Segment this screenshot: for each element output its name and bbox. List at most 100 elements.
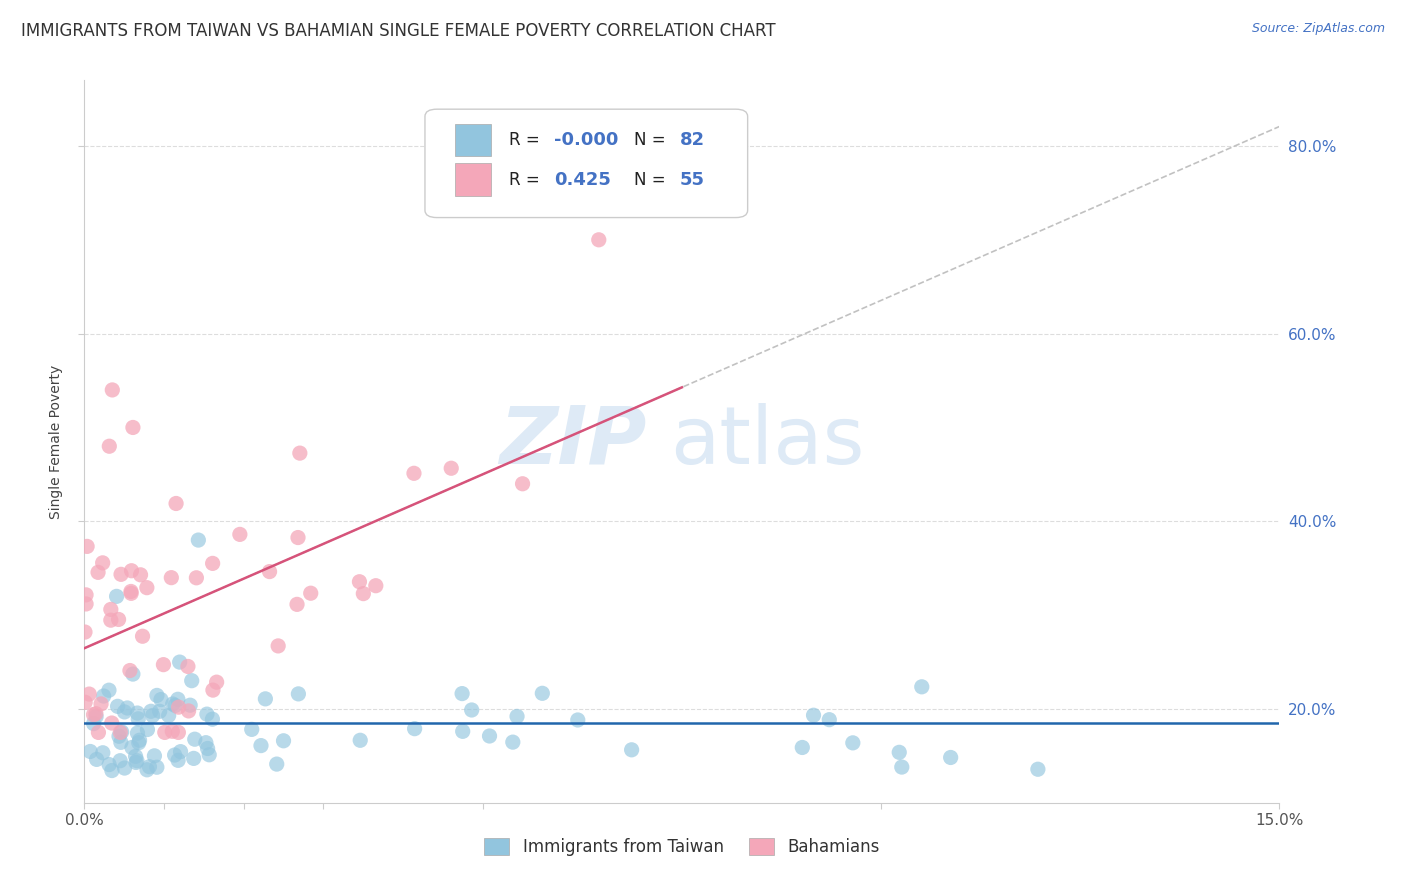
Point <box>502 735 524 749</box>
Point <box>110 567 132 582</box>
Point <box>110 735 132 749</box>
Point <box>186 571 208 585</box>
Point <box>77 687 100 701</box>
Point <box>402 467 425 481</box>
Text: 82: 82 <box>679 131 704 149</box>
Point <box>136 723 159 737</box>
Point <box>167 753 190 767</box>
Point <box>512 476 534 491</box>
Point <box>101 383 124 397</box>
FancyBboxPatch shape <box>456 124 491 156</box>
Point <box>146 760 169 774</box>
Point <box>198 747 221 762</box>
Point <box>117 701 139 715</box>
Point <box>135 581 157 595</box>
Point <box>240 723 263 737</box>
Point <box>84 706 107 721</box>
Point <box>128 733 150 747</box>
Point <box>201 683 224 698</box>
Point <box>142 708 165 723</box>
Point <box>131 629 153 643</box>
Text: R =: R = <box>509 170 550 188</box>
Point <box>273 733 295 747</box>
Point <box>98 757 121 772</box>
Point <box>87 566 110 580</box>
Point <box>90 697 112 711</box>
Point <box>87 725 110 739</box>
Point <box>349 574 371 589</box>
Point <box>152 657 174 672</box>
Point <box>100 613 122 627</box>
Text: 55: 55 <box>679 170 704 188</box>
Point <box>229 527 252 541</box>
FancyBboxPatch shape <box>456 163 491 196</box>
Point <box>149 704 172 718</box>
Point <box>177 704 200 718</box>
Text: N =: N = <box>634 170 671 188</box>
Point <box>107 699 129 714</box>
Point <box>127 712 149 726</box>
Point <box>127 706 149 720</box>
Point <box>100 602 122 616</box>
Point <box>86 752 108 766</box>
Point <box>506 709 529 723</box>
Point <box>165 698 187 713</box>
Point <box>83 707 105 722</box>
Point <box>440 461 463 475</box>
Point <box>460 703 482 717</box>
Point <box>146 689 169 703</box>
Point <box>451 724 474 739</box>
Point <box>179 698 201 713</box>
Point <box>75 695 97 709</box>
Point <box>163 747 186 762</box>
Point <box>299 586 322 600</box>
Point <box>100 716 122 731</box>
Point <box>75 588 97 602</box>
Point <box>287 531 309 545</box>
Point <box>84 709 107 723</box>
Point <box>143 748 166 763</box>
Point <box>792 740 814 755</box>
Point <box>404 722 426 736</box>
Point <box>287 687 309 701</box>
Point <box>266 757 288 772</box>
Point <box>180 673 202 688</box>
Point <box>451 687 474 701</box>
Point <box>288 446 311 460</box>
Point <box>75 597 97 611</box>
Point <box>165 496 187 510</box>
Point <box>803 708 825 723</box>
Point <box>889 745 911 759</box>
Point <box>139 704 162 718</box>
Point <box>111 725 134 739</box>
Point <box>205 675 228 690</box>
Point <box>195 707 218 722</box>
Point <box>169 745 191 759</box>
Legend: Immigrants from Taiwan, Bahamians: Immigrants from Taiwan, Bahamians <box>478 831 886 863</box>
Point <box>162 697 184 711</box>
Point <box>110 725 132 739</box>
Point <box>890 760 912 774</box>
Point <box>91 556 114 570</box>
Point <box>76 540 98 554</box>
Point <box>129 567 152 582</box>
Point <box>124 749 146 764</box>
Point <box>79 744 101 758</box>
Point <box>122 667 145 681</box>
Point <box>120 586 142 600</box>
Point <box>567 713 589 727</box>
Point <box>136 763 159 777</box>
Point <box>588 233 610 247</box>
Point <box>73 625 96 640</box>
Point <box>187 533 209 547</box>
Point <box>184 732 207 747</box>
Point <box>167 700 190 714</box>
Point <box>169 655 191 669</box>
Point <box>93 689 115 703</box>
Point <box>478 729 501 743</box>
Point <box>120 584 142 599</box>
Point <box>118 664 141 678</box>
Point <box>97 683 120 698</box>
Point <box>162 724 184 739</box>
Text: 0.425: 0.425 <box>554 170 612 188</box>
